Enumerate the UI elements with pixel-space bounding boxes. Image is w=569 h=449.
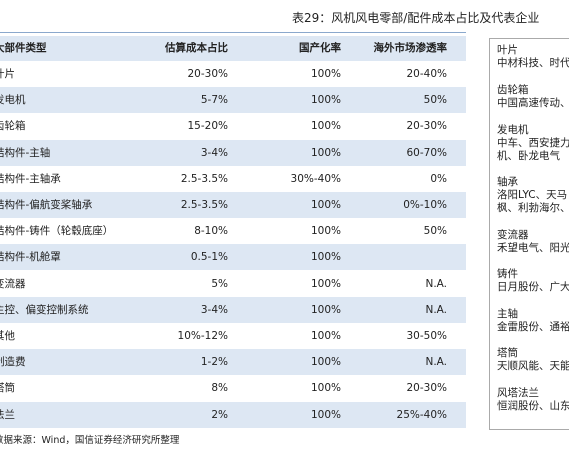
table-cell: 其他 xyxy=(0,330,15,342)
table-row: 齿轮箱 15-20% 100% 20-30% xyxy=(0,113,466,139)
sidebar-companies: 恒润股份、山东 xyxy=(497,400,569,412)
table-cell: 100% xyxy=(310,303,341,316)
table-cell: 20-30% xyxy=(406,120,448,133)
table-cell: 10%-12% xyxy=(177,330,228,342)
table-row: 结构件-铸件（轮毂底座） 8-10% 100% 50% xyxy=(0,218,466,244)
table-cell: 100% xyxy=(310,68,341,80)
table-cell: 100% xyxy=(310,225,341,238)
table-cell: 100% xyxy=(310,356,341,369)
table-row: 制造费 1-2% 100% N.A. xyxy=(0,349,466,376)
table-cell: 20-30% xyxy=(187,68,229,80)
sidebar-label: 齿轮箱 xyxy=(497,84,529,96)
table-row: 法兰 2% 100% 25%-40% xyxy=(0,401,466,428)
table-cell: 60-70% xyxy=(406,146,448,159)
table-cell: 25%-40% xyxy=(396,408,447,421)
table-row: 结构件-机舱罩 0.5-1% 100% xyxy=(0,244,466,271)
table-row: 发电机 5-7% 100% 50% xyxy=(0,87,466,114)
table-row: 其他 10%-12% 100% 30-50% xyxy=(0,323,466,349)
table-cell: 0.5-1% xyxy=(190,251,228,264)
column-header: 估算成本占比 xyxy=(165,42,228,54)
table-row: 叶片 20-30% 100% 20-40% xyxy=(0,61,466,87)
header-row: 大部件类型 估算成本占比 国产化率 海外市场渗透率 xyxy=(0,36,466,61)
table-row: 变流器 5% 100% N.A. xyxy=(0,271,466,297)
column-header: 海外市场渗透率 xyxy=(373,42,448,54)
sidebar-label: 风塔法兰 xyxy=(497,387,539,399)
table-cell: 20-40% xyxy=(406,68,448,80)
title: 表29：风机风电零部/配件成本占比及代表企业 xyxy=(292,11,540,25)
column-header: 大部件类型 xyxy=(0,42,47,54)
table-cell: 变流器 xyxy=(0,277,26,290)
table-cell: 3-4% xyxy=(200,146,228,159)
table-cell: 主控、偏变控制系统 xyxy=(0,303,89,316)
sidebar-companies: 枫、利勃海尔、 xyxy=(497,202,569,214)
table-cell: 1-2% xyxy=(200,356,228,369)
table-cell: 30-50% xyxy=(406,330,448,342)
table-cell: 8% xyxy=(211,382,228,395)
table-cell: 50% xyxy=(423,225,447,238)
sidebar-companies: 天顺风能、天能 xyxy=(497,360,569,372)
table-row: 结构件-偏航变桨轴承 2.5-3.5% 100% 0%-10% xyxy=(0,192,466,218)
table-cell: 20-30% xyxy=(406,382,448,395)
sidebar-companies: 中材科技、时代 xyxy=(497,57,569,69)
table-cell: 100% xyxy=(310,330,341,342)
table-cell: 结构件-主轴承 xyxy=(0,172,61,185)
table-cell: 15-20% xyxy=(187,120,229,133)
table-cell: 0% xyxy=(430,172,447,185)
sidebar-label: 塔筒 xyxy=(497,347,518,359)
table-cell: N.A. xyxy=(425,303,447,316)
table-cell: 结构件-主轴 xyxy=(0,146,51,159)
table-cell: 3-4% xyxy=(200,303,228,316)
sidebar-companies: 日月股份、广大 xyxy=(497,281,569,293)
table-row: 结构件-主轴承 2.5-3.5% 30%-40% 0% xyxy=(0,166,466,192)
table-cell: 100% xyxy=(310,382,341,395)
table-cell: 100% xyxy=(310,94,341,107)
table-cell: 30%-40% xyxy=(290,172,341,185)
table-row: 塔筒 8% 100% 20-30% xyxy=(0,375,466,401)
sidebar-label: 铸件 xyxy=(497,268,518,280)
table-cell: 发电机 xyxy=(0,94,26,107)
table-cell: N.A. xyxy=(425,356,447,369)
table-cell: 8-10% xyxy=(194,225,228,238)
sidebar-companies: 洛阳LYC、天马 xyxy=(497,189,568,201)
sidebar-companies: 机、卧龙电气 xyxy=(497,150,560,162)
table-row: 结构件-主轴 3-4% 100% 60-70% xyxy=(0,139,466,166)
sidebar-companies: 金雷股份、通裕 xyxy=(497,321,569,333)
table-cell: 50% xyxy=(423,94,447,107)
column-header: 国产化率 xyxy=(299,42,341,54)
table-cell: 结构件-机舱罩 xyxy=(0,251,61,264)
sidebar-label: 变流器 xyxy=(497,229,529,241)
table-cell: 2% xyxy=(211,408,228,421)
sidebar-companies: 中国高速传动、 xyxy=(497,97,569,109)
sidebar: 叶片 中材科技、时代 齿轮箱 中国高速传动、 发电机 中车、西安捷力 机、卧龙电气 轴承 洛阳L… xyxy=(489,38,569,430)
table-cell: 制造费 xyxy=(0,356,26,369)
sidebar-label: 轴承 xyxy=(497,176,518,188)
table-cell: 齿轮箱 xyxy=(0,120,26,133)
sidebar-companies: 中车、西安捷力 xyxy=(497,137,569,149)
table-cell: 100% xyxy=(310,277,341,290)
sidebar-label: 叶片 xyxy=(497,44,518,56)
table-cell: 结构件-偏航变桨轴承 xyxy=(0,199,93,211)
source: 数据来源：Wind，国信证券经济研究所整理 xyxy=(0,435,180,446)
rule xyxy=(0,32,466,33)
table-cell: 100% xyxy=(310,408,341,421)
table-cell: 叶片 xyxy=(0,68,15,80)
table-row: 主控、偏变控制系统 3-4% 100% N.A. xyxy=(0,296,466,323)
table-cell: 法兰 xyxy=(0,408,15,421)
table-cell: 100% xyxy=(310,199,341,211)
table-cell: N.A. xyxy=(425,277,447,290)
table-cell: 0%-10% xyxy=(403,199,447,211)
sidebar-label: 主轴 xyxy=(497,308,518,320)
table-cell: 5-7% xyxy=(200,94,228,107)
table-cell: 100% xyxy=(310,251,341,264)
table-cell: 塔筒 xyxy=(0,382,15,395)
table-cell: 2.5-3.5% xyxy=(180,199,228,211)
table-cell: 100% xyxy=(310,120,341,133)
sidebar-label: 发电机 xyxy=(497,124,529,136)
table-cell: 2.5-3.5% xyxy=(180,172,228,185)
table-cell: 5% xyxy=(211,277,228,290)
sidebar-companies: 禾望电气、阳光 xyxy=(497,242,569,254)
table-cell: 100% xyxy=(310,146,341,159)
table-cell: 结构件-铸件（轮毂底座） xyxy=(0,225,114,238)
